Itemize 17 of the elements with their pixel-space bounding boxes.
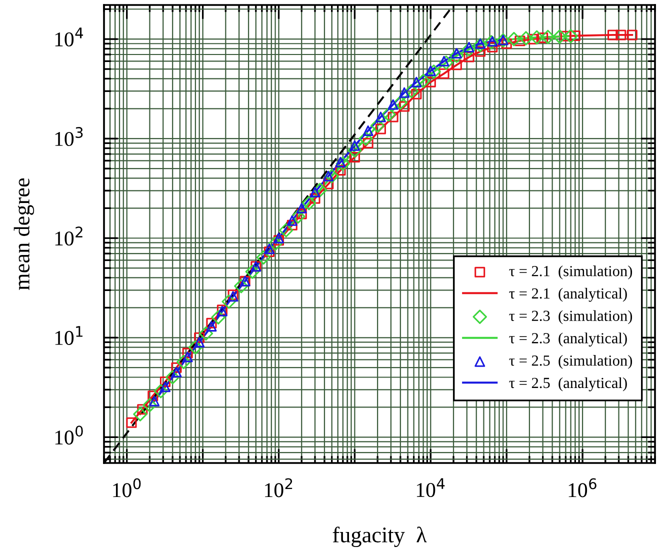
y-tick-label: 10$^{4}$ xyxy=(55,28,84,46)
legend-label: τ = 2.3 (simulation) xyxy=(509,310,632,324)
x-axis-title: fugacity λ xyxy=(332,526,427,548)
legend-label: τ = 2.1 (simulation) xyxy=(509,265,632,280)
x-tick-label: 10$^{0}$ xyxy=(113,478,141,498)
legend-label: τ = 2.5 (simulation) xyxy=(509,354,632,369)
x-tick-label: 10$^{2}$ xyxy=(265,478,292,498)
y-axis-title: mean degree xyxy=(14,178,34,290)
x-tick-label: 10$^{6}$ xyxy=(568,478,596,498)
legend-label: τ = 2.5 (analytical) xyxy=(509,377,627,392)
x-tick-label: 10$^{4}$ xyxy=(416,478,445,498)
y-tick-label: 10$^{2}$ xyxy=(55,226,82,246)
y-tick-label: 10$^{0}$ xyxy=(55,426,83,445)
y-tick-label: 10$^{1}$ xyxy=(55,326,82,345)
y-tick-label: 10$^{3}$ xyxy=(55,127,83,146)
legend-label: τ = 2.3 (analytical) xyxy=(509,332,627,346)
legend-label: τ = 2.1 (analytical) xyxy=(509,288,627,302)
